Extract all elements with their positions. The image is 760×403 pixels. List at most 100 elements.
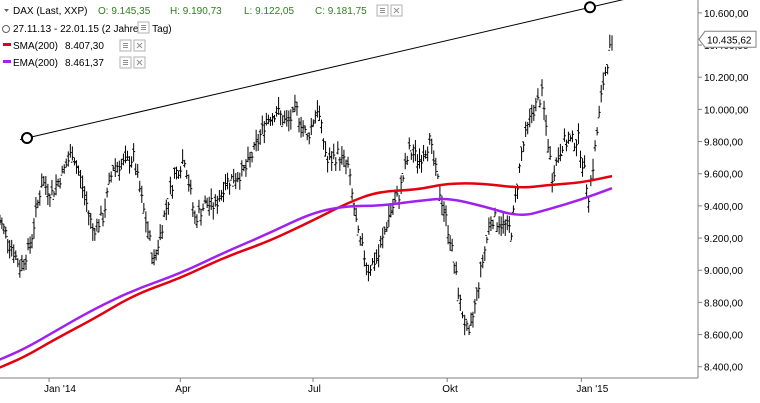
ema-swatch <box>3 60 11 63</box>
ohlc-bar <box>224 173 228 191</box>
ohlc-bar <box>72 157 76 166</box>
ohlc-bar <box>534 97 538 112</box>
settings-icon[interactable] <box>119 39 132 52</box>
ohlc-bar <box>373 252 377 271</box>
ohlc-bar <box>238 172 242 190</box>
ohlc-bar <box>166 198 170 215</box>
ohlc-bar <box>252 141 256 150</box>
ohlc-bar <box>503 219 507 236</box>
ohlc-bar <box>463 314 467 336</box>
ohlc-bar <box>297 117 301 133</box>
ohlc-bar <box>469 312 473 327</box>
ohlc-bar <box>591 158 595 180</box>
ohlc-bar <box>497 216 501 235</box>
ohlc-bar <box>117 160 121 181</box>
ohlc-bar <box>121 153 125 166</box>
ohlc-bar <box>12 244 16 264</box>
ohlc-bar <box>283 110 287 124</box>
ohlc-bar <box>461 311 465 319</box>
ohlc-bar <box>79 169 83 189</box>
sma-value: 8.407,30 <box>65 41 104 52</box>
ohlc-bar <box>42 176 46 187</box>
ohlc-bar <box>119 158 123 170</box>
ohlc-bar <box>403 152 407 170</box>
ohlc-bar <box>91 223 95 241</box>
ohlc-bar <box>130 156 134 168</box>
ohlc-bar <box>240 160 244 177</box>
sma-line <box>0 174 613 369</box>
ema-label[interactable]: EMA(200) <box>13 58 58 69</box>
ohlc-bar <box>540 79 544 97</box>
trendline[interactable] <box>19 0 698 141</box>
y-tick-label: 8.800,00 <box>704 298 743 309</box>
ohlc-bar <box>552 165 556 182</box>
close-icon[interactable] <box>133 39 146 52</box>
ohlc-bar <box>285 109 289 127</box>
ohlc-bar <box>97 219 101 233</box>
ohlc-bar <box>275 106 279 117</box>
ohlc-bar <box>424 150 428 159</box>
ohlc-bar <box>454 261 458 275</box>
ohlc-bar <box>354 207 358 222</box>
ohlc-bar <box>362 250 366 267</box>
ohlc-bar <box>16 258 20 268</box>
ohlc-bar <box>105 187 109 198</box>
ohlc-bar <box>334 157 338 171</box>
close-icon[interactable] <box>390 4 403 17</box>
ohlc-bar <box>417 148 421 169</box>
dropdown-arrow-icon[interactable] <box>4 9 9 12</box>
ohlc-bar <box>360 233 364 247</box>
ohlc-bar <box>172 167 176 179</box>
ohlc-bar <box>426 146 430 162</box>
ohlc-bar <box>248 152 252 168</box>
current-price-tag-shape <box>698 30 757 48</box>
ohlc-bar <box>511 205 515 213</box>
ohlc-bar <box>556 147 560 163</box>
ohlc-bar <box>603 66 607 77</box>
ohlc-bar <box>195 214 199 229</box>
ohlc-bar <box>293 94 297 113</box>
instrument-label[interactable]: DAX (Last, XXP) <box>13 6 87 17</box>
ohlc-bar <box>215 195 219 214</box>
ohlc-bar <box>489 216 493 232</box>
ohlc-bar <box>532 104 536 121</box>
ohlc-bar <box>319 119 323 134</box>
price-series <box>0 34 613 336</box>
y-tick-label: 9.200,00 <box>704 234 743 245</box>
ohlc-bar <box>520 146 524 161</box>
ohlc-bar <box>442 201 446 222</box>
ohlc-bar <box>244 159 248 177</box>
ohlc-bar <box>566 131 570 144</box>
ohlc-bar <box>134 163 138 176</box>
sma-label[interactable]: SMA(200) <box>13 41 58 52</box>
ohlc-bar <box>311 119 315 128</box>
ohlc-bar <box>299 116 303 138</box>
ohlc-bar <box>81 175 85 199</box>
ohlc-bar <box>264 112 268 126</box>
ohlc-bar <box>597 105 601 119</box>
trendline-anchor-left[interactable] <box>21 132 33 145</box>
ohlc-bar <box>250 151 254 163</box>
ohlc-bar <box>595 127 599 136</box>
ohlc-bar <box>574 139 578 157</box>
ohlc-bar <box>475 287 479 301</box>
trendline-anchor-right[interactable] <box>584 1 596 14</box>
ohlc-bar <box>358 236 362 246</box>
low-value: L: 9.122,05 <box>244 6 294 17</box>
ohlc-bar <box>524 121 528 137</box>
settings-icon[interactable] <box>376 4 389 17</box>
settings-icon[interactable] <box>137 21 150 34</box>
ohlc-bar <box>518 163 522 173</box>
ohlc-bar <box>26 238 30 251</box>
ohlc-bar <box>371 257 375 266</box>
ohlc-bar <box>70 146 74 163</box>
ohlc-bar <box>560 146 564 157</box>
ohlc-bar <box>95 218 99 232</box>
close-icon[interactable] <box>133 56 146 69</box>
ohlc-bar <box>158 224 162 241</box>
settings-icon[interactable] <box>119 56 132 69</box>
ohlc-bar <box>66 151 70 167</box>
ohlc-bar <box>342 149 346 168</box>
